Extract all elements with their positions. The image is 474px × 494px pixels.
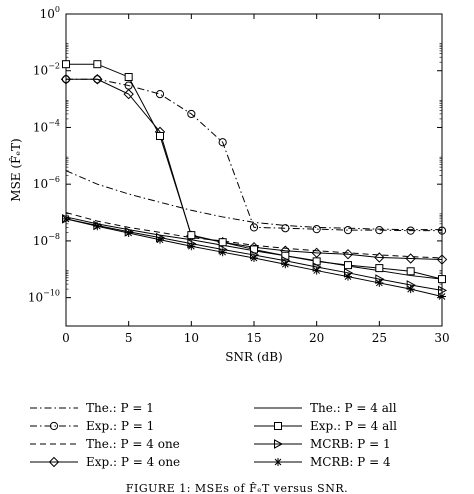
legend-marker xyxy=(48,456,60,468)
series-3 xyxy=(60,74,448,265)
legend-marker xyxy=(274,439,284,449)
y-axis-title: MSE (F̂ₑT) xyxy=(8,138,23,201)
data-point xyxy=(250,253,258,262)
data-point xyxy=(438,275,446,284)
data-point xyxy=(187,242,196,251)
legend-entry: Exp.: P = 4 one xyxy=(30,455,180,469)
y-tick-label: 10−4 xyxy=(33,118,60,134)
y-tick-label: 10−8 xyxy=(33,232,60,248)
x-tick-label: 20 xyxy=(309,331,324,345)
data-point xyxy=(344,272,352,281)
data-point xyxy=(312,266,321,275)
legend-label: Exp.: P = 4 one xyxy=(86,455,180,469)
x-axis-title: SNR (dB) xyxy=(225,350,282,364)
legend-marker xyxy=(49,421,59,431)
series-line xyxy=(65,212,443,259)
data-point xyxy=(438,285,448,296)
series-line xyxy=(66,78,442,232)
data-point xyxy=(343,226,353,235)
data-point xyxy=(62,214,70,223)
x-tick-label: 5 xyxy=(125,331,133,345)
legend-entry: The.: P = 4 one xyxy=(30,437,180,451)
data-point xyxy=(123,88,134,100)
legend-entry: Exp.: P = 4 all xyxy=(254,419,397,433)
series-line xyxy=(65,170,442,231)
data-point xyxy=(405,253,416,264)
data-point xyxy=(187,109,196,119)
legend-label: MCRB: P = 4 xyxy=(310,455,391,469)
data-point xyxy=(311,247,322,259)
data-point xyxy=(93,222,102,231)
data-point xyxy=(156,131,164,140)
legend-label: Exp.: P = 1 xyxy=(86,419,154,433)
y-tick-label: 100 xyxy=(40,5,60,21)
legend-entry: The.: P = 4 all xyxy=(254,401,397,415)
legend-entry: MCRB: P = 1 xyxy=(254,437,391,451)
data-point xyxy=(62,60,70,69)
y-tick-label: 10−2 xyxy=(33,62,60,78)
data-point xyxy=(312,225,321,234)
data-point xyxy=(124,229,133,238)
data-point xyxy=(187,231,196,240)
x-tick-label: 30 xyxy=(434,331,449,345)
x-tick-label: 15 xyxy=(246,331,261,345)
legend-label: Exp.: P = 4 all xyxy=(310,419,397,433)
data-point xyxy=(124,73,133,82)
data-point xyxy=(436,254,448,265)
series-1 xyxy=(61,75,447,235)
data-point xyxy=(344,261,352,270)
data-point xyxy=(437,226,447,235)
data-point xyxy=(60,74,72,85)
data-point xyxy=(281,251,290,260)
x-tick-label: 10 xyxy=(184,331,199,345)
data-point xyxy=(281,224,290,233)
series-layer xyxy=(60,60,448,301)
data-point xyxy=(156,235,164,244)
x-tick-label: 0 xyxy=(62,331,70,345)
series-2 xyxy=(65,212,443,259)
series-7 xyxy=(62,214,446,301)
y-tick-label: 10−6 xyxy=(33,175,60,191)
series-5 xyxy=(62,60,446,284)
data-point xyxy=(92,74,103,85)
data-point xyxy=(375,264,384,273)
data-point xyxy=(218,138,227,147)
data-point xyxy=(406,267,415,276)
legend-entry: MCRB: P = 4 xyxy=(254,455,391,469)
legend-label: The.: P = 4 all xyxy=(310,401,397,415)
axis-ticks: 0 5 10 15 20 25 30 100 10−2 10−4 10−6 10−8 10−10 xyxy=(28,5,450,345)
legend-label: MCRB: P = 1 xyxy=(310,437,391,451)
legend-label: The.: P = 4 one xyxy=(86,437,180,451)
legend-marker xyxy=(274,458,282,466)
data-point xyxy=(93,60,102,69)
legend-label: The.: P = 1 xyxy=(86,401,154,415)
plot-frame xyxy=(65,13,443,327)
data-point xyxy=(374,252,385,263)
data-point xyxy=(342,248,354,260)
legend-entry: Exp.: P = 1 xyxy=(30,419,154,433)
legend-entry: The.: P = 1 xyxy=(30,401,154,415)
legend-marker xyxy=(274,422,282,430)
x-tick-label: 25 xyxy=(372,331,387,345)
data-point xyxy=(218,248,227,257)
series-0 xyxy=(65,170,442,231)
data-point xyxy=(281,260,290,269)
legend: The.: P = 1 Exp.: P = 1 The.: P = 4 one Exp… xyxy=(30,401,397,469)
data-point xyxy=(438,292,446,301)
figure-caption: FIGURE 1: MSEs of F̂ₑT versus SNR. xyxy=(126,482,348,494)
data-point xyxy=(406,285,415,294)
data-point xyxy=(218,238,227,247)
data-point xyxy=(375,226,384,235)
data-point xyxy=(155,89,165,99)
y-tick-label: 10−10 xyxy=(28,289,60,305)
data-point xyxy=(375,278,384,287)
series-line xyxy=(66,78,443,261)
data-point xyxy=(406,226,415,235)
data-point xyxy=(249,223,259,232)
